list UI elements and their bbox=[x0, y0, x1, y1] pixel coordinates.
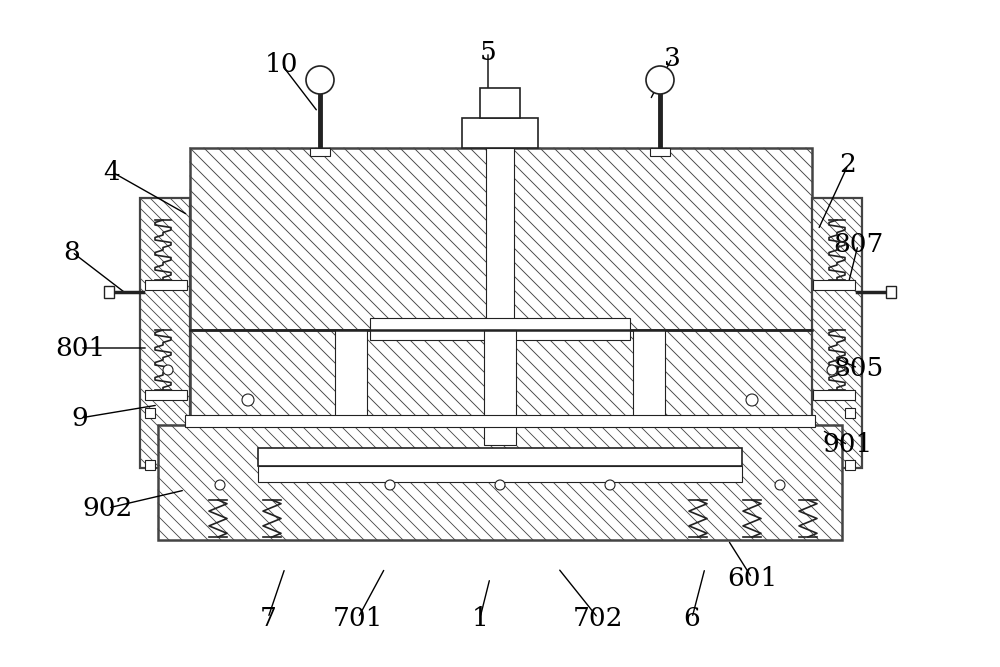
Bar bbox=[140, 198, 190, 468]
Text: 807: 807 bbox=[833, 233, 883, 257]
Text: 10: 10 bbox=[265, 53, 299, 77]
Bar bbox=[258, 448, 742, 466]
Text: 901: 901 bbox=[823, 432, 873, 458]
Circle shape bbox=[163, 365, 173, 375]
Text: 3: 3 bbox=[664, 45, 680, 71]
Bar bbox=[145, 280, 187, 290]
Bar bbox=[145, 390, 187, 400]
Circle shape bbox=[827, 365, 837, 375]
Bar bbox=[104, 286, 114, 298]
Bar bbox=[258, 466, 742, 482]
Bar bbox=[462, 118, 538, 148]
Text: 701: 701 bbox=[333, 606, 383, 630]
Text: 702: 702 bbox=[573, 606, 623, 630]
Bar bbox=[190, 330, 812, 425]
Text: 601: 601 bbox=[727, 566, 777, 590]
Text: 805: 805 bbox=[833, 356, 883, 380]
Circle shape bbox=[242, 394, 254, 406]
Bar bbox=[633, 330, 665, 425]
Bar bbox=[845, 460, 855, 470]
Bar bbox=[158, 425, 842, 540]
Bar bbox=[812, 198, 862, 468]
Bar bbox=[145, 408, 155, 418]
Bar bbox=[813, 390, 855, 400]
Bar bbox=[845, 408, 855, 418]
Bar bbox=[650, 148, 670, 156]
Bar bbox=[480, 88, 520, 118]
Text: 1: 1 bbox=[472, 606, 488, 630]
Text: 2: 2 bbox=[840, 153, 856, 177]
Text: 9: 9 bbox=[72, 406, 88, 430]
Text: 902: 902 bbox=[83, 496, 133, 520]
Bar bbox=[310, 148, 330, 156]
Bar bbox=[886, 286, 896, 298]
Text: 5: 5 bbox=[480, 39, 496, 65]
Bar bbox=[145, 460, 155, 470]
Text: 7: 7 bbox=[260, 606, 276, 630]
Text: 801: 801 bbox=[55, 336, 105, 360]
Circle shape bbox=[306, 66, 334, 94]
Circle shape bbox=[775, 480, 785, 490]
Text: 4: 4 bbox=[104, 159, 120, 185]
Text: 6: 6 bbox=[684, 606, 700, 630]
Circle shape bbox=[495, 480, 505, 490]
Bar bbox=[185, 415, 815, 427]
Bar bbox=[486, 148, 514, 330]
Bar bbox=[370, 318, 630, 340]
Circle shape bbox=[215, 480, 225, 490]
Bar bbox=[484, 330, 516, 445]
Bar bbox=[190, 148, 812, 330]
Circle shape bbox=[605, 480, 615, 490]
Circle shape bbox=[646, 66, 674, 94]
Bar bbox=[813, 280, 855, 290]
Circle shape bbox=[385, 480, 395, 490]
Bar bbox=[335, 330, 367, 425]
Text: 8: 8 bbox=[64, 239, 80, 265]
Circle shape bbox=[746, 394, 758, 406]
